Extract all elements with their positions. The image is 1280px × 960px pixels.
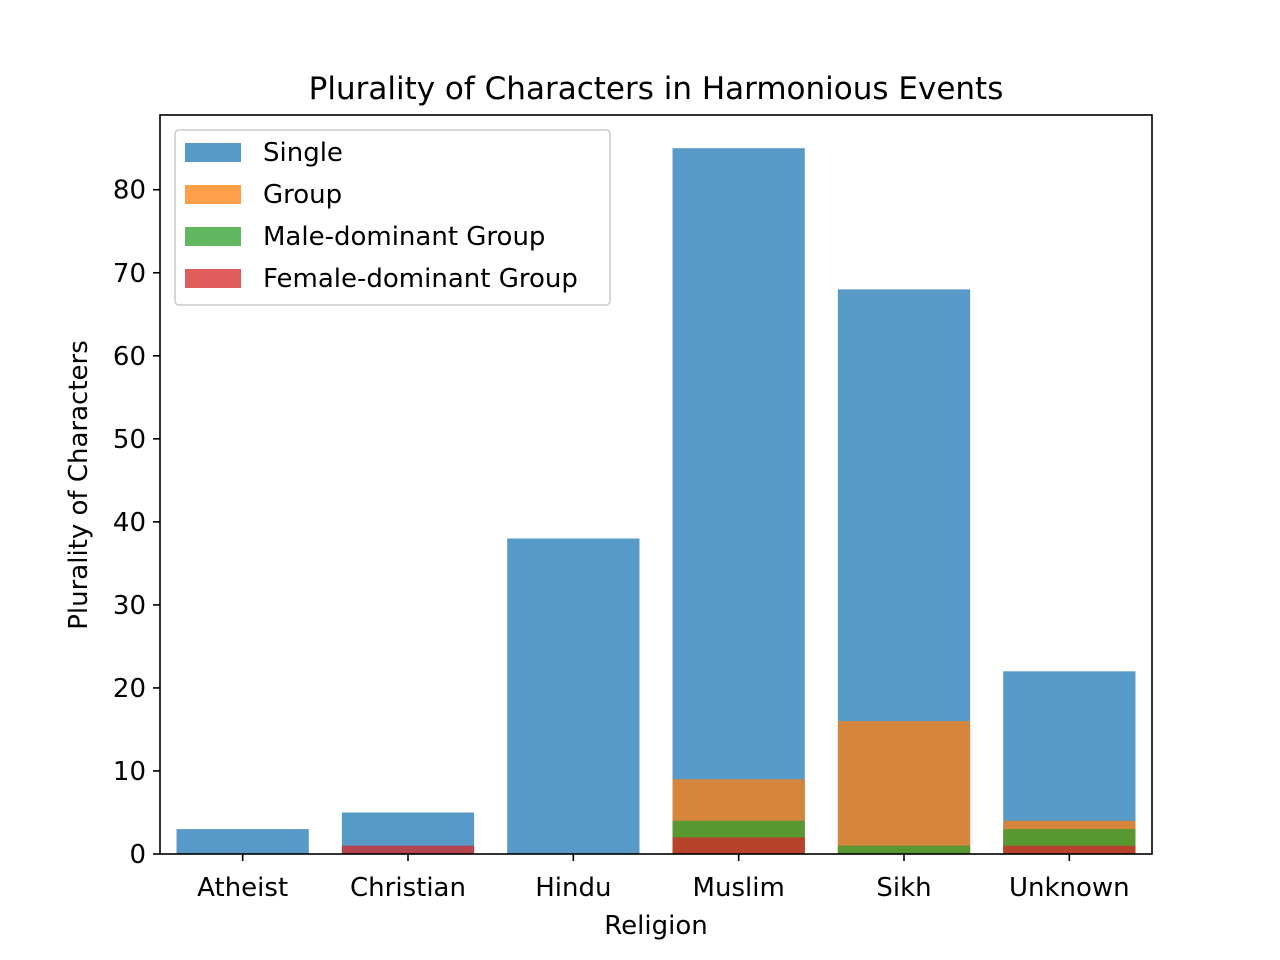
y-tick-label-1: 10 <box>113 757 146 787</box>
y-axis-label: Plurality of Characters <box>64 340 94 630</box>
legend-swatch-2 <box>185 227 241 246</box>
legend-swatch-3 <box>185 269 241 288</box>
y-tick-label-0: 0 <box>129 840 146 870</box>
y-tick-label-6: 60 <box>113 342 146 372</box>
legend-frame <box>174 129 611 306</box>
x-tick-label-3: Muslim <box>693 873 785 903</box>
bar-0-3 <box>672 148 805 854</box>
legend-label-2: Male-dominant Group <box>263 222 545 252</box>
x-tick-label-0: Atheist <box>197 873 288 903</box>
axes-layer: 0 10 20 30 40 50 60 70 80 Atheist Christian Hindu Mu… <box>113 114 1153 903</box>
x-tick-label-1: Christian <box>350 873 466 903</box>
y-tick-label-5: 50 <box>113 425 146 455</box>
y-tick-label-3: 30 <box>113 591 146 621</box>
y-tick-label-2: 20 <box>113 674 146 704</box>
bar-1-4 <box>837 721 971 854</box>
x-tick-label-2: Hindu <box>535 873 611 903</box>
y-tick-label-7: 70 <box>113 259 146 289</box>
chart-title: Plurality of Characters in Harmonious Ev… <box>309 71 1004 107</box>
plot-frame <box>159 114 1153 855</box>
legend-label-0: Single <box>263 138 343 168</box>
legend-label-3: Female-dominant Group <box>263 264 578 294</box>
y-tick-label-8: 80 <box>113 176 146 206</box>
bar-0-2 <box>507 538 640 854</box>
bar-0-0 <box>176 829 309 854</box>
y-tick-label-4: 40 <box>113 508 146 538</box>
bar-2-4 <box>837 845 971 854</box>
bar-3-1 <box>341 845 475 854</box>
bars-layer <box>176 148 1136 854</box>
legend-label-1: Group <box>263 180 342 210</box>
x-axis-label: Religion <box>604 911 707 941</box>
x-tick-label-5: Unknown <box>1009 873 1130 903</box>
x-tick-label-4: Sikh <box>876 873 931 903</box>
legend-swatch-0 <box>185 143 241 162</box>
legend-swatch-1 <box>185 185 241 204</box>
bar-3-5 <box>1003 845 1136 854</box>
bar-3-3 <box>672 837 805 854</box>
legend: Single Group Male-dominant Group Female-dom… <box>174 129 611 306</box>
